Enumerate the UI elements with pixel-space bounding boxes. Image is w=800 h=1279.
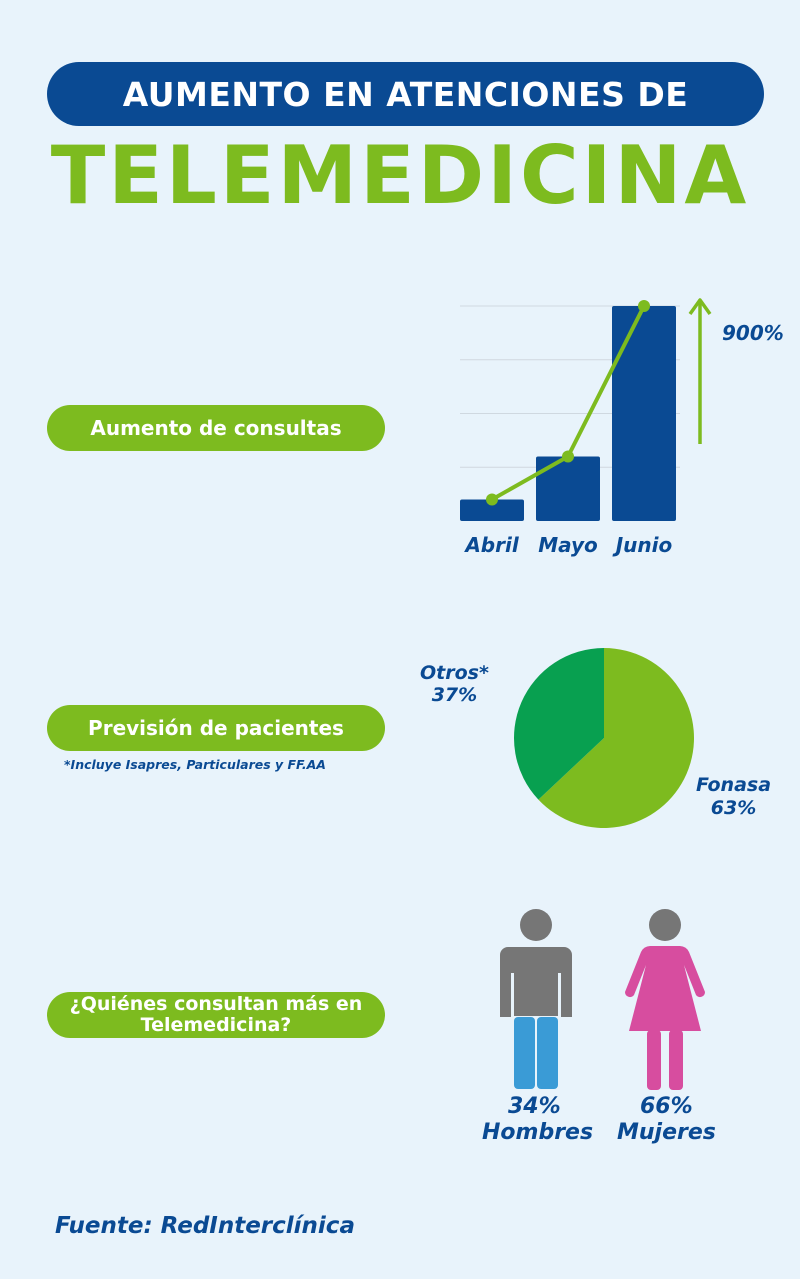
x-tick-label: Abril	[463, 533, 520, 557]
women-label: Mujeres	[617, 1120, 716, 1145]
bar-junio	[612, 306, 676, 521]
bar-chart: Abril Mayo Junio 900%	[460, 298, 784, 557]
x-tick-label: Mayo	[538, 533, 598, 557]
quienes-label-line1: ¿Quiénes consultan más en	[69, 993, 363, 1015]
pie-slice-fonasa	[538, 648, 694, 828]
trend-point	[486, 493, 498, 506]
pie-label-fonasa-name: Fonasa	[696, 774, 772, 796]
prevision-note: *Incluye Isapres, Particulares y FF.AA	[64, 757, 326, 772]
section-label-quienes: ¿Quiénes consultan más en Telemedicina?	[47, 992, 385, 1038]
source-credit: Fuente: RedInterclínica	[55, 1213, 355, 1239]
bar-mayo	[536, 456, 600, 521]
pie-slice-otros	[514, 648, 604, 800]
x-tick-label: Junio	[612, 533, 673, 557]
pie-label-otros: Otros* 37%	[420, 662, 489, 706]
quienes-label-line2: Telemedicina?	[140, 1014, 292, 1036]
header-line1: AUMENTO EN ATENCIONES DE	[122, 74, 689, 114]
pie-label-otros-name: Otros*	[420, 662, 489, 684]
page-title: TELEMEDICINA	[50, 129, 750, 222]
bar-abril	[460, 499, 524, 521]
pie-label-otros-value: 37%	[431, 684, 478, 706]
men-percentage: 34%	[508, 1094, 561, 1119]
section-label-prevision: Previsión de pacientes	[47, 705, 385, 751]
trend-point	[638, 300, 650, 312]
growth-arrow-head	[688, 298, 712, 316]
pie-chart	[514, 648, 694, 828]
women-percentage: 66%	[640, 1094, 693, 1119]
pie-label-fonasa: Fonasa 63%	[696, 774, 771, 820]
section-label-consultas: Aumento de consultas	[47, 405, 385, 451]
woman-icon	[625, 909, 705, 1090]
header-banner: AUMENTO EN ATENCIONES DE	[47, 62, 764, 126]
trend-point	[562, 450, 574, 463]
men-label: Hombres	[482, 1120, 594, 1145]
growth-annotation: 900%	[722, 321, 784, 345]
pie-label-fonasa-value: 63%	[710, 797, 757, 819]
man-icon	[500, 909, 572, 1089]
